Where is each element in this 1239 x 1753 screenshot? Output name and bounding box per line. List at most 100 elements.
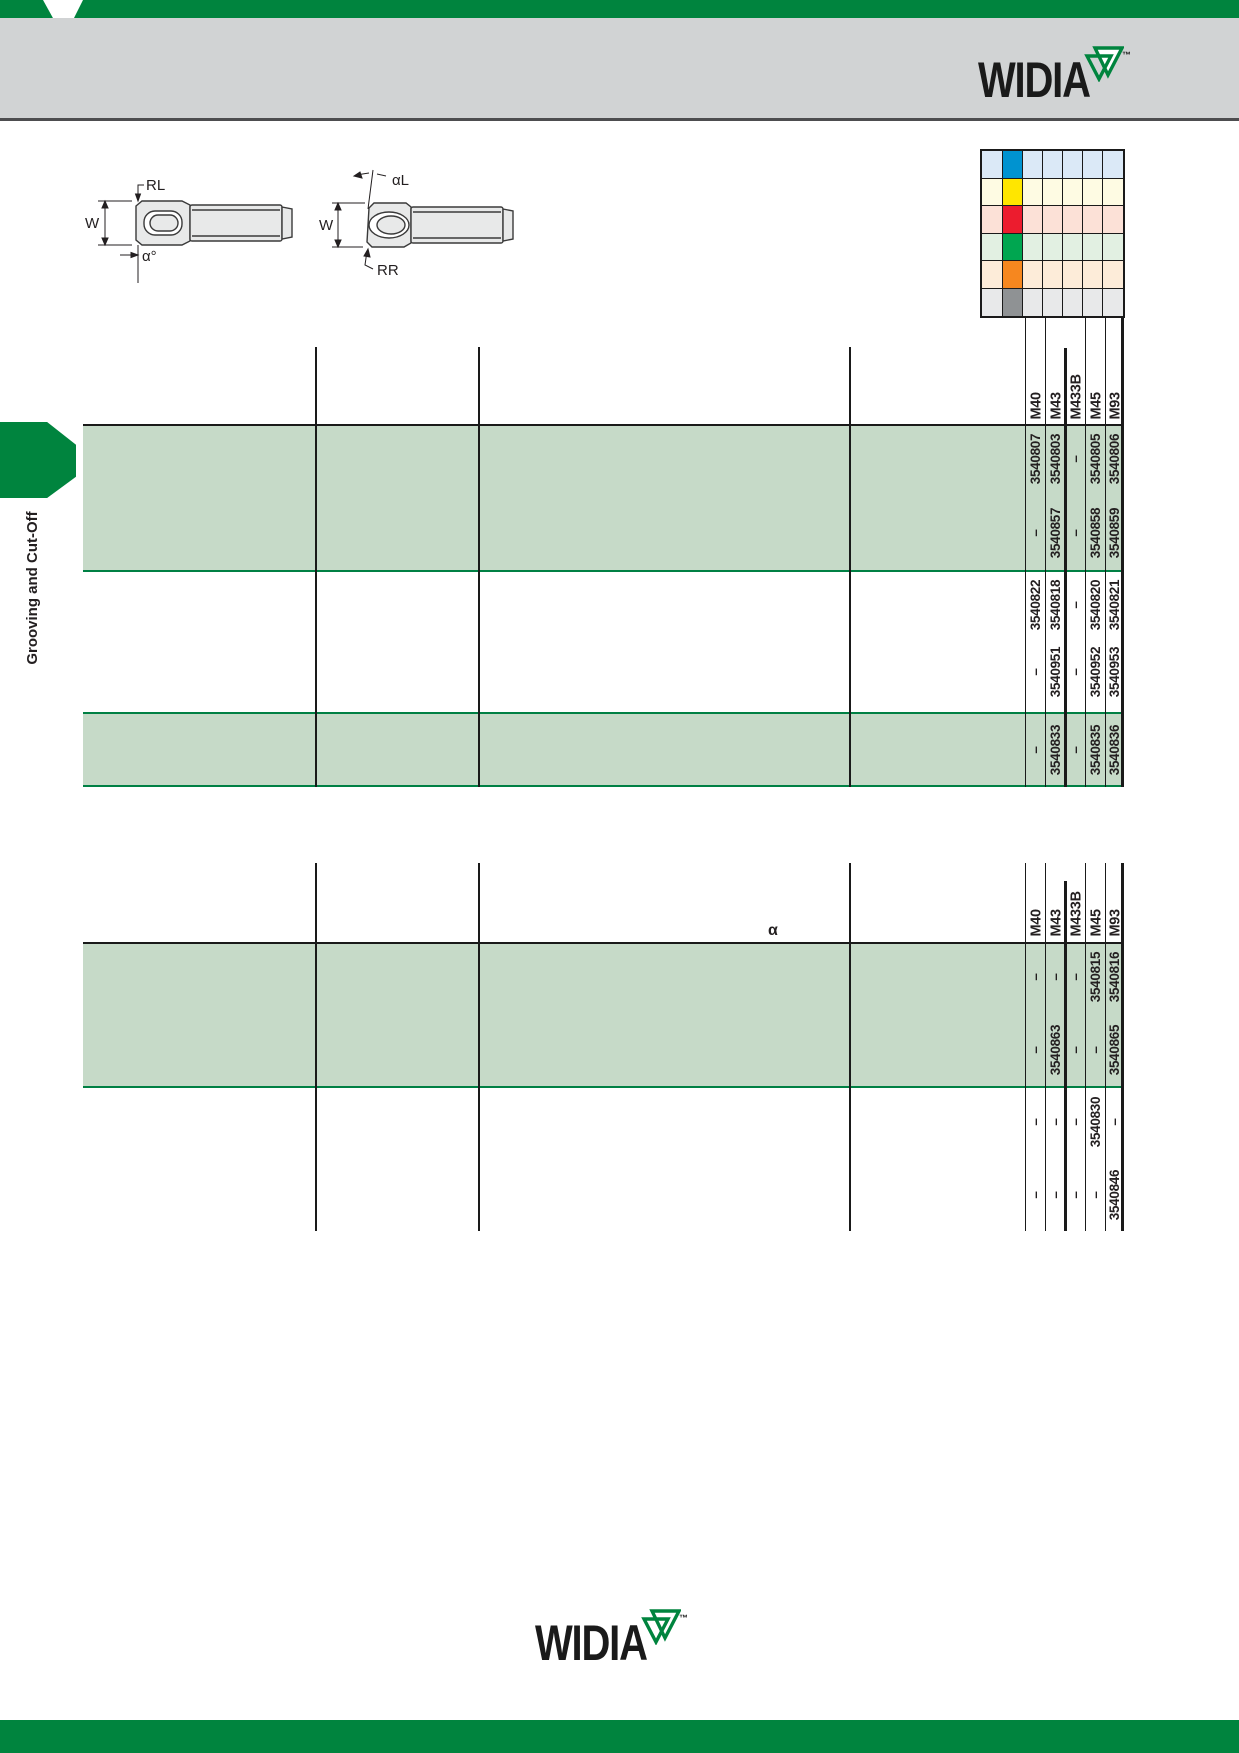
part-number-cell: 3540833 [1047, 724, 1063, 776]
material-grid-cell [1003, 178, 1023, 205]
table2-column-divider [849, 863, 851, 1231]
part-number-cell: – [1027, 746, 1043, 754]
label-rr: RR [377, 262, 399, 279]
table1-grade-column-line [1085, 318, 1087, 787]
part-number-cell: – [1087, 1191, 1103, 1199]
section-tab-arrow [0, 422, 76, 498]
header-rule [0, 118, 1239, 121]
table1-right-border [1121, 318, 1124, 787]
section-label: Grooving and Cut-Off [23, 511, 41, 665]
table1-column-divider [849, 347, 851, 787]
label-alpha-l: αL [392, 172, 409, 189]
table1-column-divider [478, 347, 480, 787]
material-grid-cell [1103, 178, 1123, 205]
table1-grade-column-line [1045, 318, 1047, 787]
material-grid-cell [1043, 288, 1063, 316]
table1-header-rule [83, 424, 1124, 426]
material-grid-cell [1003, 261, 1023, 288]
top-green-bar [0, 0, 1239, 18]
table1-column-divider [315, 347, 317, 787]
material-grid-cell [1083, 151, 1103, 178]
label-rl: RL [146, 177, 165, 194]
material-grid-cell [1063, 261, 1083, 288]
material-grid-cell [1103, 151, 1123, 178]
table1-grade-column-line [1105, 318, 1107, 787]
material-grid-cell [1103, 261, 1123, 288]
part-number-cell: – [1067, 746, 1083, 754]
table2-green-band [83, 943, 1124, 1087]
footer-green-bar [0, 1720, 1239, 1753]
table1-green-band-2 [83, 713, 1124, 786]
material-group-grid [980, 149, 1125, 318]
label-alpha-deg: α° [142, 248, 157, 265]
material-grid-cell [1023, 261, 1043, 288]
widia-logo-top: WIDIA ™ [978, 46, 1131, 105]
right-insert-dimensions [332, 169, 387, 270]
material-grid-cell [1043, 233, 1063, 260]
material-grid-cell [1043, 206, 1063, 233]
material-row-k [982, 206, 1123, 234]
table2-column-divider [478, 863, 480, 1231]
material-grid-cell [982, 206, 1003, 233]
table2-grade-column-line [1085, 863, 1087, 1231]
material-grid-cell [1083, 261, 1103, 288]
material-grid-cell [982, 288, 1003, 316]
label-w-left: W [85, 215, 100, 232]
table1-bottom-rule [83, 785, 1124, 787]
table2-right-border [1121, 863, 1124, 1231]
left-insert-drawing [135, 200, 293, 246]
material-row-n [982, 233, 1123, 261]
widia-triangles-icon [1084, 46, 1124, 82]
material-grid-cell [1003, 151, 1023, 178]
material-grid-cell [1063, 151, 1083, 178]
material-grid-cell [1043, 178, 1063, 205]
trademark-symbol: ™ [1122, 50, 1131, 60]
material-row-s [982, 261, 1123, 289]
material-row-h [982, 288, 1123, 316]
material-grid-cell [1063, 206, 1083, 233]
trademark-symbol: ™ [679, 1613, 688, 1623]
material-grid-cell [1023, 206, 1043, 233]
insert-diagrams: RL W α° αL W RR [85, 169, 514, 283]
part-number-cell: 3540846 [1106, 1169, 1122, 1221]
table2-column-divider [315, 863, 317, 1231]
table2-grade-column-line [1045, 863, 1047, 1231]
material-grid-cell [1083, 178, 1103, 205]
table1-green-band-1 [83, 425, 1124, 570]
material-grid-cell [1103, 233, 1123, 260]
material-grid-cell [1023, 288, 1043, 316]
right-insert-drawing [366, 202, 514, 248]
material-grid-cell [1003, 206, 1023, 233]
material-grid-cell [1063, 233, 1083, 260]
widia-triangles-icon [641, 1609, 681, 1645]
part-number-cell: – [1027, 1191, 1043, 1199]
table2-header-rule [83, 942, 1124, 944]
material-grid-cell [1023, 178, 1043, 205]
left-insert-dimensions [98, 184, 144, 283]
material-grid-cell [1083, 233, 1103, 260]
part-number-cell: – [1067, 1191, 1083, 1199]
widia-logo-bottom: WIDIA ™ [535, 1609, 688, 1671]
table1-row-divider [83, 570, 1124, 572]
material-grid-cell [982, 178, 1003, 205]
table2-row-divider [83, 1086, 1124, 1088]
table1-grade-column-line-thick [1064, 348, 1067, 787]
material-grid-cell [982, 261, 1003, 288]
material-grid-cell [1023, 233, 1043, 260]
material-grid-cell [1023, 151, 1043, 178]
table1-grade-column-line [1025, 318, 1027, 787]
table2-grade-column-line [1105, 863, 1107, 1231]
table1-row-divider [83, 712, 1124, 714]
material-grid-cell [982, 233, 1003, 260]
label-w-right: W [319, 217, 334, 234]
material-grid-cell [982, 151, 1003, 178]
material-grid-cell [1003, 233, 1023, 260]
material-row-p [982, 151, 1123, 179]
part-number-cell: 3540835 [1087, 724, 1103, 776]
material-grid-cell [1003, 288, 1023, 316]
material-grid-cell [1103, 288, 1123, 316]
material-row-m [982, 178, 1123, 206]
widia-wordmark: WIDIA [535, 1615, 648, 1671]
alpha-column-label: α [768, 922, 778, 939]
